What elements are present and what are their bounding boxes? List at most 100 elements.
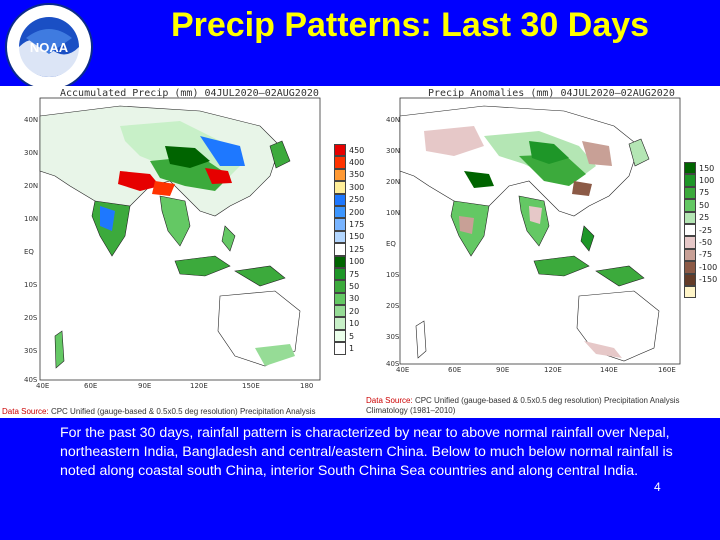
- lat-label: 20S: [24, 314, 38, 322]
- lat-label: 40N: [24, 116, 39, 124]
- colorbar-label: 50: [699, 200, 710, 210]
- lat-label: EQ: [24, 248, 34, 256]
- colorbar-label: 75: [699, 188, 710, 198]
- colorbar-entry: 450: [334, 144, 364, 157]
- lat-label: 10N: [386, 209, 401, 217]
- colorbar-swatch: [684, 236, 696, 249]
- lat-label: 10S: [24, 281, 38, 289]
- lat-label: 40S: [24, 376, 38, 384]
- colorbar-swatch: [334, 255, 346, 268]
- source-text: CPC Unified (gauge-based & 0.5x0.5 deg r…: [50, 407, 316, 416]
- right-source-note: Data Source: CPC Unified (gauge-based & …: [366, 396, 716, 416]
- colorbar-swatch: [684, 248, 696, 262]
- colorbar-label: 200: [349, 207, 365, 217]
- lon-label: 160E: [658, 366, 676, 374]
- colorbar-swatch: [684, 174, 696, 187]
- colorbar-label: 25: [699, 213, 710, 223]
- source-label: Data Source:: [2, 407, 49, 416]
- lon-label: 40E: [396, 366, 410, 374]
- lat-label: 40S: [386, 360, 400, 368]
- left-map-title: Accumulated Precip (mm) 04JUL2020–02AUG2…: [60, 88, 319, 99]
- colorbar-label: 125: [349, 244, 365, 254]
- lat-label: 20N: [24, 182, 39, 190]
- colorbar-swatch: [334, 205, 346, 219]
- colorbar-label: -100: [699, 262, 718, 272]
- colorbar-swatch: [334, 230, 346, 244]
- colorbar-label: 400: [349, 158, 365, 168]
- precip-anomalies-map: Precip Anomalies (mm) 04JUL2020–02AUG202…: [364, 86, 720, 418]
- colorbar-swatch: [684, 261, 696, 274]
- colorbar-swatch: [334, 144, 346, 157]
- lon-label: 90E: [496, 366, 510, 374]
- colorbar-swatch: [334, 292, 346, 306]
- colorbar-swatch: [334, 156, 346, 169]
- accumulated-precip-map: Accumulated Precip (mm) 04JUL2020–02AUG2…: [0, 86, 364, 418]
- colorbar-label: 150: [349, 232, 365, 242]
- lon-label: 60E: [448, 366, 462, 374]
- colorbar-label: 100: [699, 176, 715, 186]
- lat-label: 30N: [386, 147, 401, 155]
- colorbar-swatch: [684, 186, 696, 200]
- colorbar-entry: 1: [334, 342, 364, 355]
- colorbar-swatch: [334, 243, 346, 256]
- colorbar-swatch: [334, 181, 346, 194]
- colorbar-entry: 75: [684, 186, 717, 200]
- colorbar-label: 150: [699, 163, 715, 173]
- colorbar-swatch: [684, 162, 696, 175]
- colorbar-entry: 5: [334, 329, 364, 343]
- colorbar-swatch: [684, 211, 696, 224]
- lat-label: 30N: [24, 149, 39, 157]
- colorbar-swatch: [334, 280, 346, 293]
- colorbar-entry: 300: [334, 181, 364, 194]
- colorbar-label: 350: [349, 170, 365, 180]
- colorbar-swatch: [684, 199, 696, 212]
- colorbar-label: 100: [349, 257, 365, 267]
- colorbar-entry: -75: [684, 248, 717, 262]
- colorbar-entry: 20: [334, 305, 364, 318]
- slide-caption: For the past 30 days, rainfall pattern i…: [60, 425, 673, 479]
- colorbar-label: 10: [349, 319, 360, 329]
- colorbar-entry: 200: [334, 205, 365, 219]
- source-text: CPC Unified (gauge-based & 0.5x0.5 deg r…: [366, 396, 680, 415]
- left-colorbar: 450 400 350 300 250 200 175 150 125 100 75 50 30 20 10…: [334, 144, 364, 355]
- colorbar-label: 5: [349, 331, 355, 341]
- colorbar-label: 75: [349, 269, 360, 279]
- lat-label: 30S: [24, 347, 38, 355]
- colorbar-swatch: [684, 223, 696, 237]
- colorbar-entry: 150: [684, 162, 717, 175]
- colorbar-entry: 50: [334, 280, 364, 293]
- lon-label: 180: [300, 382, 314, 390]
- lat-label: EQ: [386, 240, 396, 248]
- page-number: 4: [654, 480, 661, 494]
- lat-label: 10N: [24, 215, 39, 223]
- colorbar-label: -150: [699, 275, 718, 285]
- lat-label: 20N: [386, 178, 401, 186]
- colorbar-label: 175: [349, 220, 365, 230]
- colorbar-entry: 10: [334, 317, 364, 330]
- colorbar-label: -25: [699, 225, 713, 235]
- colorbar-entry: -25: [684, 223, 717, 237]
- lon-label: 120E: [190, 382, 208, 390]
- lat-label: 40N: [386, 116, 401, 124]
- colorbar-label: 20: [349, 306, 360, 316]
- colorbar-entry: 100: [334, 255, 365, 268]
- lon-label: 150E: [242, 382, 260, 390]
- colorbar-entry: 100: [684, 174, 717, 187]
- colorbar-swatch: [334, 193, 346, 206]
- colorbar-entry: -50: [684, 236, 717, 249]
- lat-label: 10S: [386, 271, 400, 279]
- slide-title: Precip Patterns: Last 30 Days: [170, 6, 650, 44]
- lon-label: 120E: [544, 366, 562, 374]
- colorbar-entry: 350: [334, 168, 365, 182]
- colorbar-label: 1: [349, 343, 355, 353]
- right-map-graphic: [399, 97, 681, 365]
- colorbar-swatch: [684, 285, 696, 299]
- right-map-title: Precip Anomalies (mm) 04JUL2020–02AUG202…: [428, 88, 675, 99]
- colorbar-swatch: [334, 342, 346, 355]
- colorbar-swatch: [334, 305, 346, 318]
- left-map-graphic: [39, 97, 321, 381]
- colorbar-swatch: [334, 267, 346, 281]
- colorbar-label: -50: [699, 238, 713, 248]
- lat-label: 30S: [386, 333, 400, 341]
- colorbar-entry: 175: [334, 218, 365, 231]
